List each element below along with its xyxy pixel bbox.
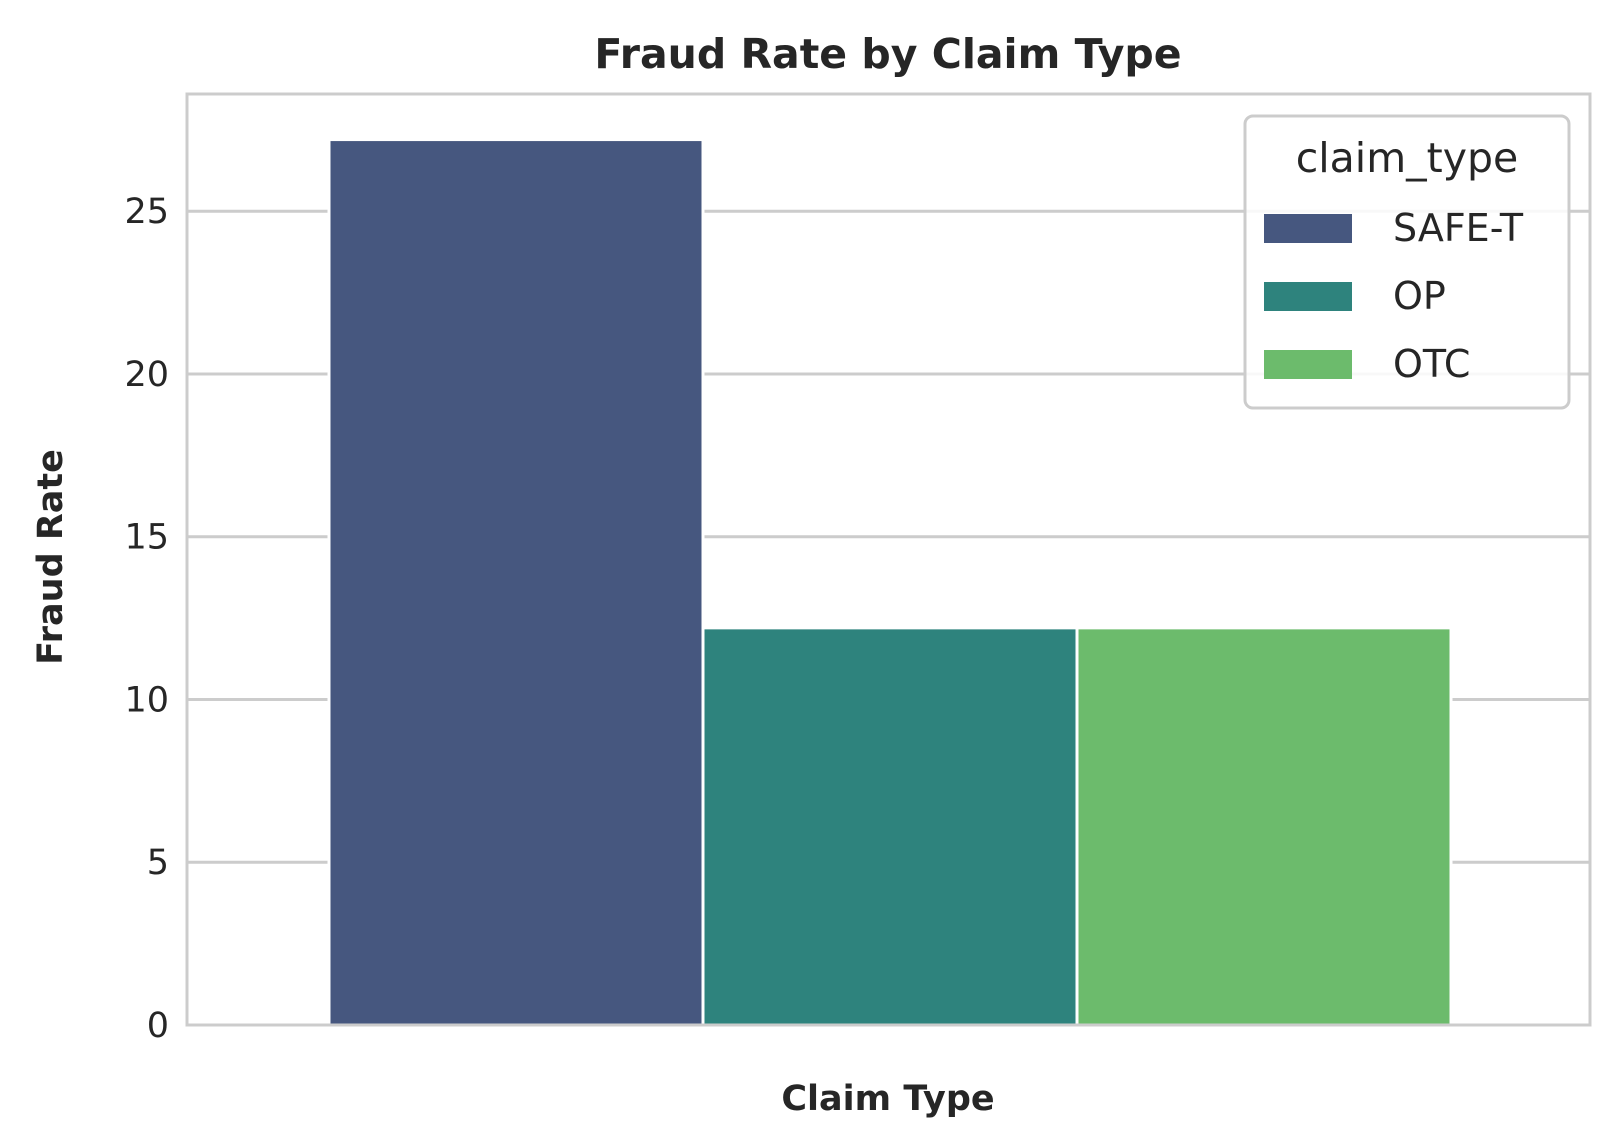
bar-otc	[1075, 626, 1453, 1027]
legend-label: SAFE-T	[1393, 206, 1524, 250]
y-tick-label: 20	[124, 355, 169, 395]
y-tick-label: 0	[147, 1006, 169, 1046]
legend-items: SAFE-T OP OTC	[1264, 206, 1524, 386]
legend-title: claim_type	[1296, 134, 1518, 182]
bars	[327, 138, 1453, 1027]
y-tick-label: 25	[124, 192, 169, 232]
y-tick-label: 10	[124, 680, 169, 720]
y-tick-labels: 0 5 10 15 20 25	[124, 192, 169, 1046]
x-axis-label: Claim Type	[781, 1079, 994, 1119]
y-axis-label: Fraud Rate	[31, 449, 71, 665]
plot-frame	[185, 92, 1592, 1027]
bar-op	[701, 626, 1079, 1027]
legend-box	[1243, 114, 1571, 410]
y-tick-label: 5	[147, 843, 169, 883]
bar-safe-t	[327, 138, 705, 1027]
y-tick-label: 15	[124, 518, 169, 558]
legend-swatch	[1264, 282, 1352, 311]
legend: claim_type SAFE-T OP OTC	[1243, 114, 1571, 410]
legend-swatch	[1264, 214, 1352, 243]
legend-swatch	[1264, 350, 1352, 379]
legend-label: OP	[1393, 274, 1446, 318]
legend-label: OTC	[1393, 342, 1470, 386]
chart-title: Fraud Rate by Claim Type	[594, 30, 1181, 78]
